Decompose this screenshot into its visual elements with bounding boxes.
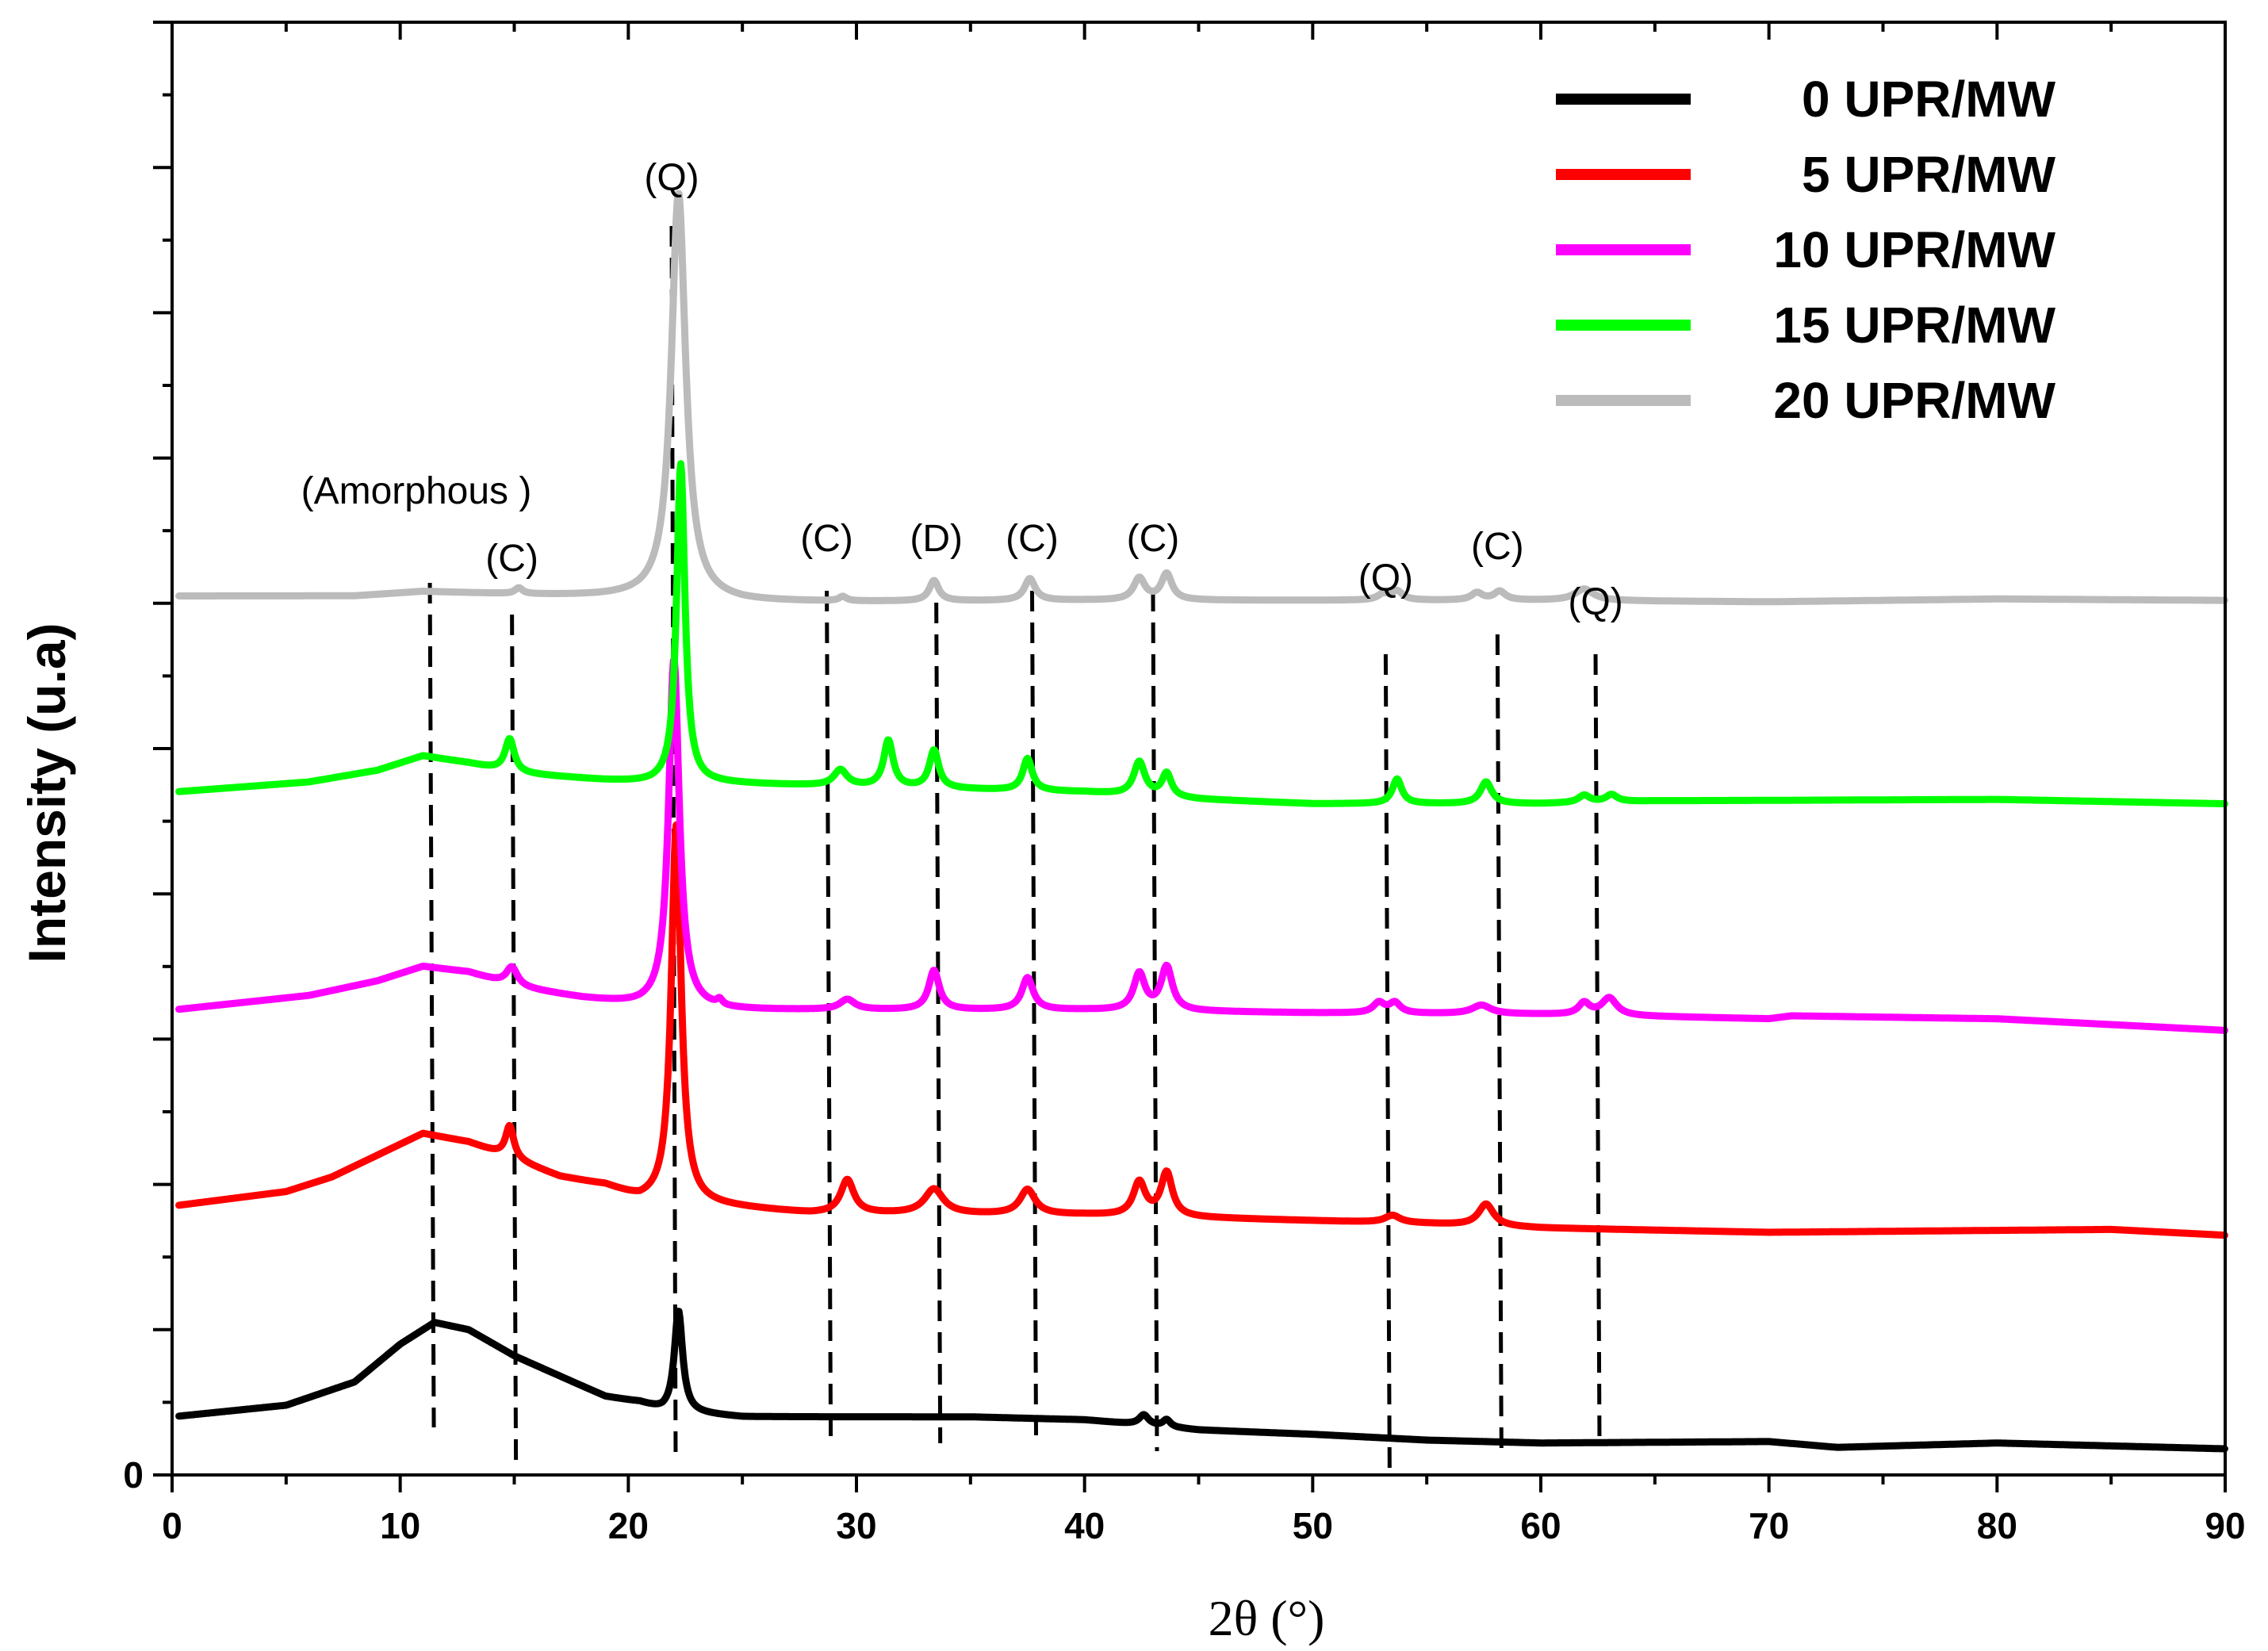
series-lines bbox=[175, 190, 2228, 1453]
x-tick-label-30: 30 bbox=[836, 1505, 876, 1546]
legend-label-0: 0 UPR/MW bbox=[1802, 71, 2056, 128]
reference-line-8 bbox=[1495, 634, 1504, 1452]
x-tick-label-90: 90 bbox=[2205, 1505, 2245, 1546]
reference-line-4 bbox=[934, 602, 943, 1444]
reference-line-7 bbox=[1383, 653, 1392, 1480]
phase-label-7: (Q) bbox=[1358, 557, 1413, 599]
x-tick-label-60: 60 bbox=[1520, 1505, 1561, 1546]
series-line-2 bbox=[175, 657, 2228, 1034]
legend-label-2: 10 UPR/MW bbox=[1773, 221, 2055, 278]
phase-label-8: (C) bbox=[1471, 526, 1524, 568]
phase-label-9: (Q) bbox=[1568, 581, 1622, 623]
x-axis-title: 2θ (°) bbox=[1209, 1590, 1325, 1646]
reference-line-5 bbox=[1030, 590, 1039, 1436]
legend-label-1: 5 UPR/MW bbox=[1802, 146, 2056, 203]
x-tick-label-40: 40 bbox=[1064, 1505, 1105, 1546]
legend-label-4: 20 UPR/MW bbox=[1773, 372, 2055, 429]
y-axis-title: Intensity (u.a) bbox=[17, 622, 76, 963]
series-line-3 bbox=[175, 460, 2228, 808]
series-line-1 bbox=[175, 821, 2228, 1239]
x-tick-label-50: 50 bbox=[1293, 1505, 1333, 1546]
legend-label-3: 15 UPR/MW bbox=[1773, 297, 2055, 354]
y-tick-label-0: 0 bbox=[123, 1454, 144, 1496]
x-tick-label-20: 20 bbox=[608, 1505, 649, 1546]
x-tick-label-80: 80 bbox=[1977, 1505, 2017, 1546]
phase-label-5: (C) bbox=[1006, 518, 1059, 560]
reference-line-9 bbox=[1593, 653, 1602, 1448]
series-line-0 bbox=[175, 1308, 2228, 1453]
phase-annotations: (Amorphous ) (C) (Q) (C) (D) (C) (C) (Q) (C) (Q) bbox=[301, 157, 1623, 623]
reference-line-6 bbox=[1151, 590, 1159, 1452]
x-tick-label-70: 70 bbox=[1749, 1505, 1789, 1546]
x-tick-label-10: 10 bbox=[380, 1505, 420, 1546]
reference-line-0 bbox=[427, 582, 436, 1428]
phase-label-3: (C) bbox=[800, 518, 853, 560]
axes: 0 10 20 30 40 50 60 70 80 90 0 bbox=[123, 21, 2246, 1546]
phase-label-1: (C) bbox=[485, 538, 538, 580]
x-tick-label-0: 0 bbox=[162, 1505, 182, 1546]
series-line-4 bbox=[175, 190, 2228, 606]
reference-lines bbox=[427, 225, 1602, 1480]
phase-label-2: (Q) bbox=[644, 157, 699, 199]
reference-line-3 bbox=[825, 590, 833, 1440]
phase-label-6: (C) bbox=[1127, 518, 1180, 560]
phase-label-0: (Amorphous ) bbox=[301, 470, 532, 512]
phase-label-4: (D) bbox=[910, 518, 963, 560]
legend: 0 UPR/MW 5 UPR/MW 10 UPR/MW 15 UPR/MW 20 UPR… bbox=[1556, 71, 2056, 429]
